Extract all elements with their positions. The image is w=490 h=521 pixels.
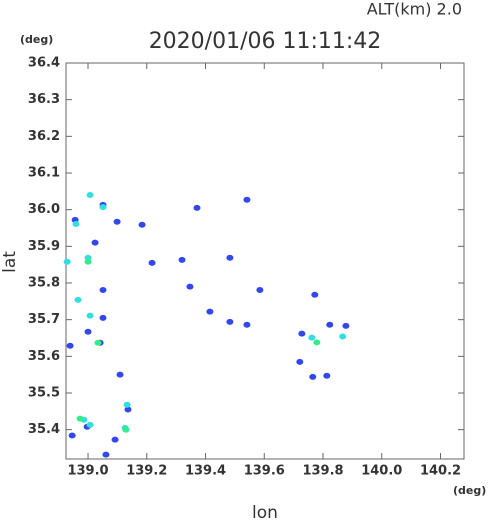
radar-echo [124, 406, 132, 413]
radar-echo [76, 415, 84, 422]
radar-echo [84, 328, 92, 335]
radar-echo [226, 254, 234, 261]
y-unit: (deg) [20, 33, 53, 46]
radar-echo [86, 312, 94, 319]
radar-echo [123, 401, 131, 408]
radar-echo [94, 339, 102, 346]
x-tick-label: 139.0 [67, 464, 108, 479]
y-tick-label: 36.2 [28, 129, 60, 144]
y-tick-label: 35.7 [28, 312, 60, 327]
radar-echo [256, 286, 264, 293]
radar-echo [86, 421, 94, 428]
radar-echo [91, 239, 99, 246]
radar-echo [68, 432, 76, 439]
x-axis-label: lon [252, 503, 278, 521]
radar-echo [178, 256, 186, 263]
radar-echo [296, 358, 304, 365]
radar-echo [309, 373, 317, 380]
x-tick-label: 140.2 [420, 464, 461, 479]
radar-echo [99, 286, 107, 293]
y-tick-label: 35.4 [28, 422, 60, 437]
radar-echo [138, 221, 146, 228]
radar-echo [66, 342, 74, 349]
x-tick-label: 140.0 [361, 464, 402, 479]
radar-echo [72, 220, 80, 227]
y-tick-label: 35.5 [28, 386, 60, 401]
radar-echo [116, 371, 124, 378]
radar-echo [99, 314, 107, 321]
chart-title: 2020/01/06 11:11:42 [149, 29, 382, 54]
radar-echo [308, 334, 316, 341]
x-tick-label: 139.2 [126, 464, 167, 479]
x-tick-label: 139.6 [244, 464, 285, 479]
y-tick-label: 36.1 [28, 166, 60, 181]
radar-echo [122, 426, 130, 433]
radar-echo [113, 218, 121, 225]
radar-echo [298, 330, 306, 337]
radar-echo [323, 372, 331, 379]
x-tick-label: 139.8 [302, 464, 343, 479]
radar-echo [311, 291, 319, 298]
radar-echo [111, 436, 119, 443]
y-tick-label: 36.0 [28, 202, 60, 217]
radar-echo [193, 204, 201, 211]
y-tick-label: 35.9 [28, 239, 60, 254]
x-unit: (deg) [453, 484, 486, 497]
y-tick-label: 35.8 [28, 276, 60, 291]
x-tick-label: 139.4 [185, 464, 226, 479]
radar-echo [342, 322, 350, 329]
y-axis-label: lat [0, 251, 20, 273]
radar-echo [243, 321, 251, 328]
y-tick-label: 36.4 [28, 56, 60, 71]
radar-echo [243, 196, 251, 203]
radar-echo [226, 318, 234, 325]
radar-echo [84, 258, 92, 265]
radar-echo [206, 308, 214, 315]
chart-subtitle: ALT(km) 2.0 [367, 0, 462, 19]
radar-echo [326, 321, 334, 328]
y-tick-label: 35.6 [28, 349, 60, 364]
radar-echo [63, 258, 71, 265]
y-tick-label: 36.3 [28, 92, 60, 107]
radar-echo [99, 204, 107, 211]
plot-frame [65, 62, 465, 460]
radar-echo [313, 339, 321, 346]
radar-echo [186, 283, 194, 290]
radar-echo [102, 451, 110, 458]
radar-echo [74, 296, 82, 303]
radar-echo [339, 333, 347, 340]
radar-echo [86, 192, 94, 198]
radar-echo [148, 259, 156, 266]
